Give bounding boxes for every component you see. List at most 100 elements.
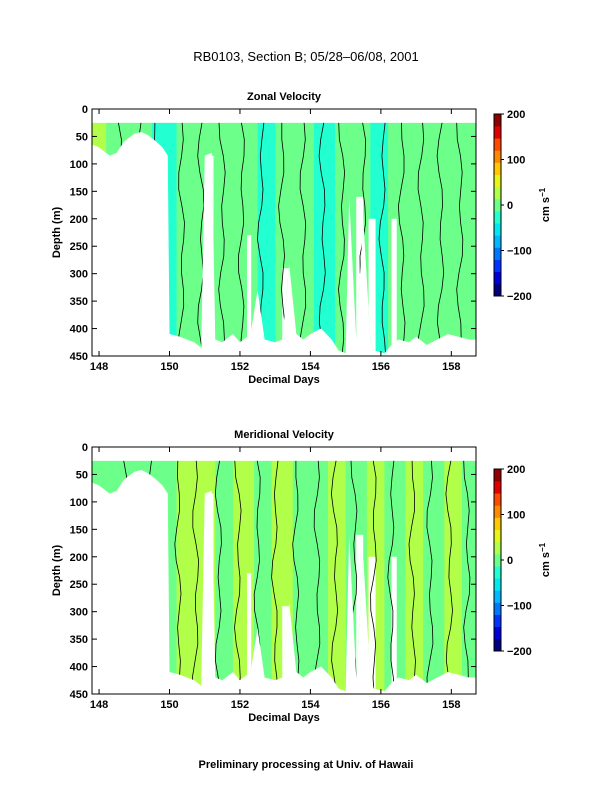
velocity-column: [461, 460, 476, 692]
contour-line: [174, 460, 182, 692]
x-tick-label: 148: [90, 699, 108, 711]
velocity-column: [313, 122, 336, 354]
contour-line: [299, 122, 307, 354]
x-tick-label: 154: [301, 699, 320, 711]
colorbar-tick-label: 100: [507, 155, 525, 167]
velocity-column: [409, 122, 427, 354]
velocity-column: [254, 460, 272, 692]
contour-line: [144, 460, 152, 692]
x-tick-label: 150: [160, 699, 178, 711]
colorbar-swatch: [494, 247, 501, 260]
velocity-column: [134, 122, 153, 354]
colorbar-swatch: [494, 126, 501, 139]
colorbar-swatch: [494, 271, 501, 285]
figure-title: RB0103, Section B; 05/28–06/08, 2001: [193, 49, 419, 64]
contour-line: [330, 460, 339, 692]
y-tick-label: 50: [76, 131, 88, 143]
y-tick-label: 0: [82, 442, 88, 454]
zonal-velocity-panel: 148 150 152 154 156 158 0 50 100 150 200 250 300 350 4…: [51, 91, 552, 386]
contour-line: [292, 460, 300, 692]
y-tick-label: 250: [70, 241, 88, 253]
y-tick-label: 150: [70, 186, 88, 198]
plot-frame: [91, 446, 477, 695]
colorbar-swatch: [494, 162, 501, 175]
colorbar-swatch: [494, 590, 501, 603]
data-gap: [356, 534, 364, 692]
velocity-column: [444, 460, 463, 692]
y-tick-label: 150: [70, 524, 88, 536]
contour-line: [234, 460, 242, 692]
colorbar-swatch: [494, 114, 501, 127]
colorbar-tick-label: 0: [507, 555, 513, 567]
velocity-column: [423, 460, 445, 692]
y-tick-label: 50: [76, 469, 88, 481]
y-tick-label: 250: [70, 579, 88, 591]
contour-line: [214, 460, 222, 692]
velocity-column: [461, 122, 476, 354]
contour-line: [338, 122, 346, 354]
colorbar-swatch: [494, 578, 501, 591]
velocity-column: [275, 122, 297, 354]
data-gap: [356, 196, 364, 354]
x-tick-label: 152: [231, 361, 249, 373]
data-gap: [206, 155, 214, 354]
contour-line: [397, 122, 406, 354]
velocity-column: [176, 460, 195, 692]
data-gap: [391, 218, 397, 354]
colorbar-label-exponent: −1: [538, 542, 547, 552]
contour-line: [218, 122, 226, 354]
velocity-column: [387, 122, 410, 354]
x-axis-label: Decimal Days: [248, 374, 320, 386]
contour-line: [318, 122, 326, 354]
contour-line: [237, 122, 245, 354]
y-tick-label: 300: [70, 607, 88, 619]
velocity-column: [328, 460, 346, 692]
velocity-column: [92, 122, 107, 354]
colorbar-swatch: [494, 481, 501, 494]
colorbar-swatch: [494, 529, 501, 543]
contour-line: [119, 460, 128, 692]
contour-line: [436, 122, 445, 354]
velocity-column: [405, 460, 424, 692]
panel-title: Meridional Velocity: [234, 429, 335, 441]
x-tick-label: 158: [442, 699, 460, 711]
colorbar-swatch: [494, 493, 501, 506]
colorbar-swatch: [494, 566, 501, 579]
velocity-column: [109, 460, 135, 692]
data-gap: [247, 573, 252, 692]
x-tick-label: 154: [301, 361, 320, 373]
colorbar-swatch: [494, 469, 501, 482]
y-tick-label: 0: [82, 104, 88, 116]
velocity-column: [229, 122, 244, 354]
x-tick-label: 148: [90, 361, 108, 373]
data-gap: [368, 218, 376, 354]
velocity-column: [120, 122, 135, 354]
y-tick-label: 450: [70, 351, 88, 363]
plot-frame: [91, 108, 477, 357]
colorbar-tick-label: 100: [507, 510, 525, 522]
contour-line: [313, 460, 321, 692]
contour-line: [177, 122, 185, 354]
data-gap: [247, 235, 252, 354]
colorbar-swatch: [494, 626, 501, 640]
y-tick-label: 400: [70, 324, 88, 336]
colorbar-swatch: [494, 259, 501, 273]
y-tick-label: 400: [70, 662, 88, 674]
colorbar-swatch: [494, 517, 501, 530]
colorbar-swatch: [494, 541, 501, 555]
data-gap: [368, 556, 376, 692]
x-tick-label: 150: [160, 361, 178, 373]
velocity-column: [176, 122, 198, 354]
contour-line: [426, 460, 434, 692]
colorbar-tick-label: 200: [507, 464, 525, 476]
colorbar-label: cm s−1: [538, 542, 552, 577]
colorbar-label: cm s−1: [538, 187, 552, 222]
y-tick-label: 350: [70, 634, 88, 646]
velocity-field: [92, 122, 476, 354]
data-gap: [206, 493, 214, 692]
x-tick-label: 152: [231, 699, 249, 711]
data-gap: [282, 606, 290, 692]
colorbar-swatch: [494, 235, 501, 248]
colorbar-swatch: [494, 211, 501, 224]
contour-line: [463, 460, 471, 692]
